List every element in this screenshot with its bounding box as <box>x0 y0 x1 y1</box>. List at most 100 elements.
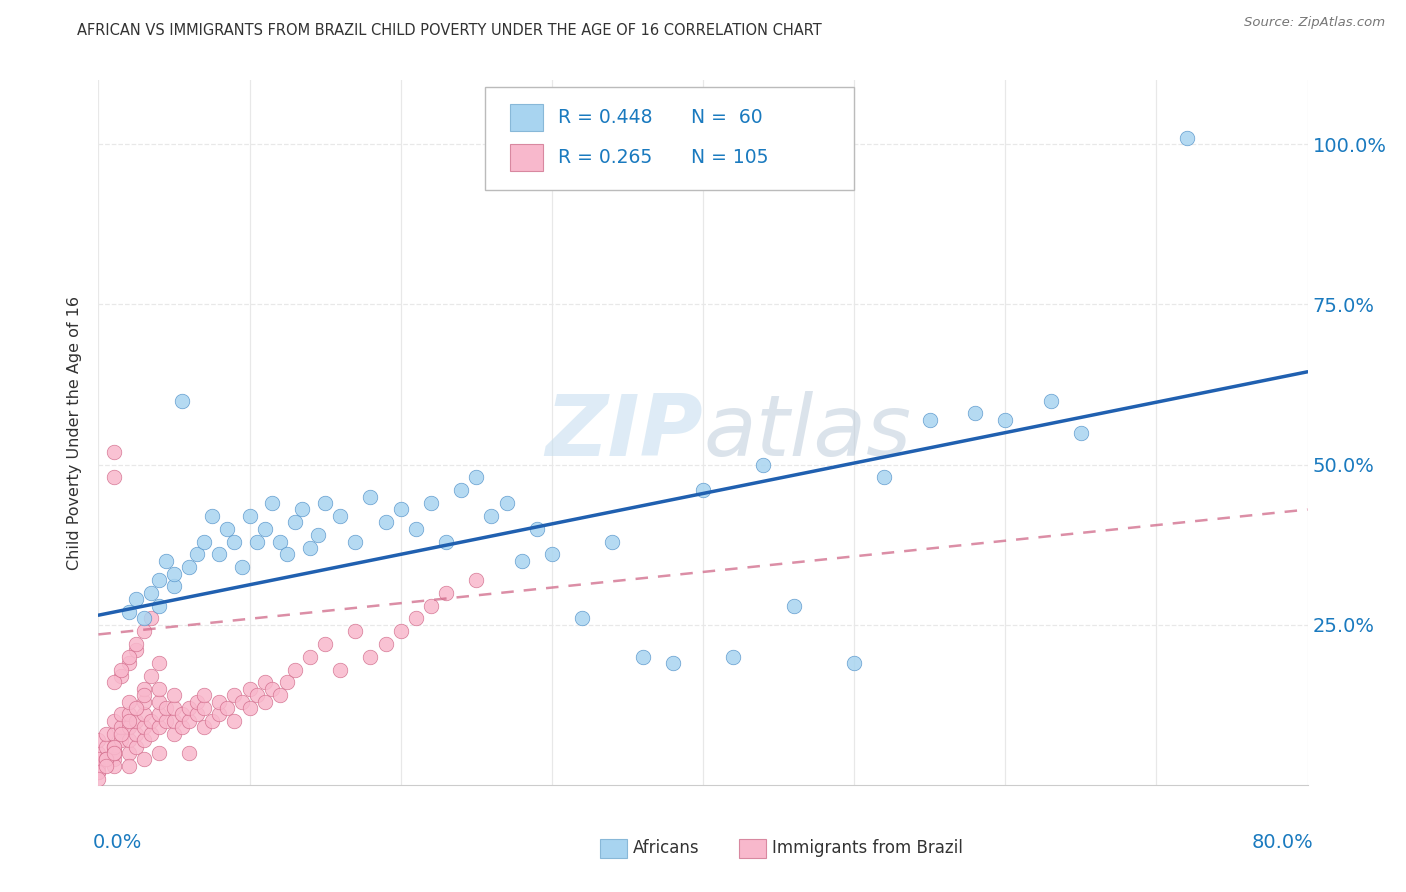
Point <box>239 508 262 523</box>
Point <box>783 599 806 613</box>
Point <box>179 560 201 574</box>
Point <box>141 611 163 625</box>
Point <box>262 681 284 696</box>
Point <box>965 406 987 420</box>
Point <box>94 727 117 741</box>
Point <box>110 663 132 677</box>
Point <box>148 573 170 587</box>
Point <box>170 720 193 734</box>
Point <box>389 502 412 516</box>
Text: AFRICAN VS IMMIGRANTS FROM BRAZIL CHILD POVERTY UNDER THE AGE OF 16 CORRELATION : AFRICAN VS IMMIGRANTS FROM BRAZIL CHILD … <box>77 23 823 38</box>
Point <box>103 752 125 766</box>
Point <box>94 739 117 754</box>
Point <box>148 695 170 709</box>
Point <box>269 534 291 549</box>
Point <box>329 663 352 677</box>
Text: R = 0.448: R = 0.448 <box>558 108 652 128</box>
Point <box>420 599 443 613</box>
Point <box>155 701 177 715</box>
Point <box>262 496 284 510</box>
Point <box>141 727 163 741</box>
Point <box>155 554 177 568</box>
Point <box>314 496 336 510</box>
Point <box>307 528 329 542</box>
Point <box>118 714 141 728</box>
Point <box>94 758 117 772</box>
Point <box>163 701 186 715</box>
Point <box>110 669 132 683</box>
Point <box>246 534 269 549</box>
Point <box>103 470 125 484</box>
Point <box>994 413 1017 427</box>
Point <box>179 746 201 760</box>
Point <box>148 599 170 613</box>
Point <box>844 657 866 671</box>
Point <box>118 605 141 619</box>
Point <box>118 707 141 722</box>
Point <box>215 701 238 715</box>
Point <box>224 714 246 728</box>
Point <box>103 758 125 772</box>
Point <box>434 586 457 600</box>
Y-axis label: Child Poverty Under the Age of 16: Child Poverty Under the Age of 16 <box>67 295 83 570</box>
Point <box>87 746 110 760</box>
Point <box>224 534 246 549</box>
Point <box>148 746 170 760</box>
Point <box>374 637 396 651</box>
Point <box>1175 131 1198 145</box>
Point <box>239 701 262 715</box>
Point <box>132 695 155 709</box>
Bar <box>600 838 627 858</box>
Point <box>132 688 155 702</box>
Point <box>148 657 170 671</box>
Text: Africans: Africans <box>633 839 700 857</box>
Point <box>163 579 186 593</box>
Point <box>170 393 193 408</box>
Point <box>87 733 110 747</box>
Point <box>284 516 307 530</box>
Point <box>344 534 367 549</box>
Text: Immigrants from Brazil: Immigrants from Brazil <box>772 839 963 857</box>
Point <box>344 624 367 639</box>
Bar <box>509 145 543 171</box>
Text: R = 0.265: R = 0.265 <box>558 148 652 168</box>
Text: Source: ZipAtlas.com: Source: ZipAtlas.com <box>1244 16 1385 29</box>
Point <box>110 733 132 747</box>
Point <box>148 720 170 734</box>
Point <box>374 516 396 530</box>
Point <box>201 508 224 523</box>
Point <box>125 643 148 657</box>
Point <box>208 707 231 722</box>
Point <box>253 675 276 690</box>
Point <box>94 752 117 766</box>
Point <box>602 534 624 549</box>
Point <box>186 695 208 709</box>
Point <box>87 752 110 766</box>
Point <box>87 765 110 780</box>
Text: 0.0%: 0.0% <box>93 833 142 852</box>
Point <box>692 483 714 498</box>
Point <box>299 649 322 664</box>
Point <box>193 720 215 734</box>
Point <box>103 746 125 760</box>
Point <box>465 573 488 587</box>
Point <box>103 739 125 754</box>
Text: N = 105: N = 105 <box>690 148 769 168</box>
Point <box>110 727 132 741</box>
Point <box>450 483 472 498</box>
Point <box>253 522 276 536</box>
Point <box>141 714 163 728</box>
Point <box>179 714 201 728</box>
Point <box>87 758 110 772</box>
Point <box>132 733 155 747</box>
Point <box>360 490 382 504</box>
Point <box>125 637 148 651</box>
Point <box>224 688 246 702</box>
Point <box>481 508 503 523</box>
Point <box>329 508 352 523</box>
Point <box>118 733 141 747</box>
Text: N =  60: N = 60 <box>690 108 762 128</box>
Point <box>269 688 291 702</box>
Point <box>163 727 186 741</box>
Point <box>631 649 654 664</box>
